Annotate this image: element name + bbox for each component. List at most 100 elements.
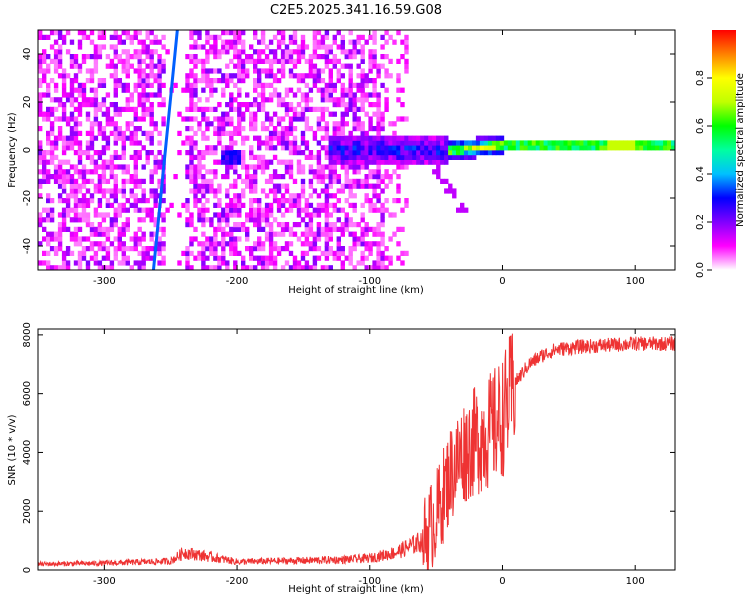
heatmap-cell (328, 68, 333, 74)
heatmap-cell (61, 188, 67, 194)
heatmap-cell (372, 58, 377, 64)
heatmap-cell (380, 188, 385, 194)
heatmap-cell (157, 63, 162, 69)
heatmap-cell (260, 212, 266, 218)
heatmap-cell (268, 92, 274, 98)
heatmap-cell (137, 54, 142, 60)
heatmap-cell (408, 154, 413, 160)
heatmap-cell (264, 265, 270, 270)
heatmap-cell (121, 82, 126, 88)
heatmap-cell (65, 193, 71, 199)
heatmap-cell (81, 30, 87, 36)
heatmap-cell (296, 150, 302, 156)
heatmap-cell (372, 207, 377, 213)
heatmap-cell (229, 207, 234, 213)
heatmap-cell (428, 159, 433, 165)
heatmap-cell (352, 246, 357, 252)
heatmap-cell (57, 116, 63, 122)
heatmap-cell (161, 44, 166, 50)
heatmap-cell (38, 154, 43, 160)
heatmap-cell (671, 140, 675, 146)
heatmap-cell (157, 246, 162, 252)
heatmap-cell (61, 145, 67, 151)
heatmap-cell (233, 202, 238, 208)
heatmap-cell (324, 135, 330, 141)
heatmap-cell (348, 145, 353, 151)
heatmap-cell (452, 145, 457, 151)
heatmap-cell (245, 212, 250, 218)
heatmap-cell (276, 140, 282, 146)
heatmap-cell (133, 30, 138, 36)
heatmap-cell (161, 231, 166, 237)
heatmap-cell (85, 154, 91, 160)
heatmap-cell (316, 106, 322, 112)
heatmap-cell (268, 68, 274, 74)
heatmap-cell (193, 169, 198, 175)
heatmap-cell (344, 111, 349, 117)
heatmap-cell (332, 87, 337, 93)
heatmap-cell (253, 68, 258, 74)
heatmap-cell (272, 58, 278, 64)
heatmap-cell (296, 265, 302, 270)
heatmap-cell (141, 217, 146, 223)
heatmap-cell (77, 150, 83, 156)
heatmap-cell (300, 92, 306, 98)
heatmap-cell (372, 63, 377, 69)
heatmap-cell (81, 255, 87, 261)
heatmap-cell (61, 73, 67, 79)
heatmap-cell (89, 154, 95, 160)
heatmap-cell (93, 250, 99, 256)
heatmap-cell (264, 164, 270, 170)
heatmap-cell (157, 250, 162, 256)
heatmap-cell (308, 164, 314, 170)
heatmap-cell (233, 54, 238, 60)
heatmap-cell (157, 236, 162, 242)
heatmap-cell (185, 73, 190, 79)
heatmap-cell (81, 164, 87, 170)
heatmap-cell (312, 54, 318, 60)
heatmap-cell (209, 250, 214, 256)
heatmap-cell (61, 217, 67, 223)
heatmap-cell (416, 154, 421, 160)
heatmap-cell (117, 260, 122, 266)
heatmap-cell (567, 145, 572, 151)
heatmap-cell (42, 207, 47, 213)
heatmap-cell (436, 169, 441, 175)
heatmap-cell (221, 92, 226, 98)
heatmap-cell (400, 145, 405, 151)
heatmap-cell (623, 145, 628, 151)
heatmap-cell (328, 87, 333, 93)
heatmap-cell (97, 54, 103, 60)
heatmap-cell (264, 178, 270, 184)
heatmap-cell (149, 188, 154, 194)
heatmap-cell (376, 183, 381, 189)
heatmap-cell (46, 150, 51, 156)
heatmap-cell (268, 82, 274, 88)
heatmap-cell (201, 135, 206, 141)
heatmap-cell (109, 58, 115, 64)
heatmap-cell (344, 178, 349, 184)
heatmap-cell (97, 49, 103, 55)
heatmap-cell (245, 68, 250, 74)
heatmap-cell (185, 260, 190, 266)
heatmap-cell (392, 39, 397, 45)
heatmap-cell (257, 102, 262, 108)
heatmap-cell (125, 102, 130, 108)
heatmap-cell (288, 140, 294, 146)
heatmap-cell (392, 145, 397, 151)
heatmap-cell (217, 126, 222, 132)
heatmap-cell (65, 246, 71, 252)
heatmap-cell (217, 34, 222, 40)
y-tick-label: 8000 (22, 322, 33, 347)
heatmap-cell (300, 135, 306, 141)
heatmap-cell (121, 207, 126, 213)
heatmap-cell (38, 145, 43, 151)
heatmap-cell (241, 193, 246, 199)
heatmap-cell (205, 126, 210, 132)
heatmap-cell (205, 207, 210, 213)
heatmap-cell (217, 260, 222, 266)
heatmap-cell (280, 135, 286, 141)
heatmap-cell (189, 145, 194, 151)
heatmap-cell (264, 140, 270, 146)
heatmap-cell (225, 188, 230, 194)
